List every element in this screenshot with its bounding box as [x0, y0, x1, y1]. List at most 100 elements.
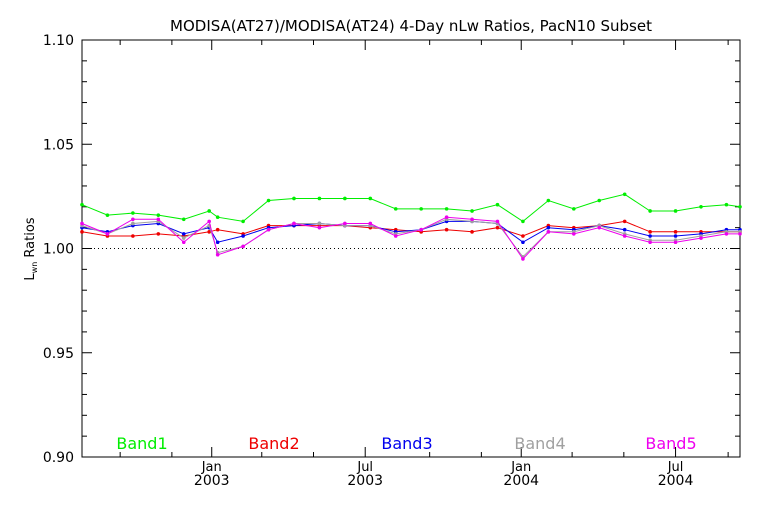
series-line-band3: [81, 220, 740, 243]
x-tick-label-year: 2004: [503, 473, 539, 489]
data-point-band1: [393, 207, 398, 211]
data-point-band3: [521, 240, 525, 245]
data-point-band2: [444, 227, 449, 232]
data-point-band5: [572, 232, 576, 236]
data-point-band5: [241, 244, 245, 249]
data-point-band5: [215, 252, 220, 257]
data-point-band1: [181, 217, 186, 222]
x-tick-label-month: Jan: [201, 460, 222, 475]
data-point-band1: [292, 196, 296, 201]
data-point-band1: [738, 205, 742, 209]
y-axis-label-main: L: [23, 273, 38, 281]
y-axis-label: Lwn Ratios: [23, 217, 39, 280]
data-point-band1: [207, 209, 211, 213]
x-tick-label-year: 2003: [194, 473, 230, 489]
data-point-band5: [80, 221, 84, 226]
data-point-band1: [444, 207, 449, 211]
data-point-band5: [521, 257, 525, 261]
legend-label-band4: Band4: [514, 434, 565, 453]
x-tick-label-month: Jan: [510, 460, 531, 475]
data-point-band5: [368, 221, 373, 226]
data-point-band2: [673, 230, 678, 234]
data-point-band5: [495, 219, 500, 224]
data-point-band2: [521, 234, 525, 238]
data-point-band5: [699, 236, 703, 240]
data-point-band1: [495, 202, 500, 207]
data-point-band3: [673, 234, 678, 238]
data-point-band1: [470, 209, 474, 213]
y-tick-label: 0.90: [43, 450, 74, 466]
data-point-band1: [368, 196, 373, 201]
data-point-band1: [343, 196, 347, 201]
data-point-band2: [622, 219, 627, 224]
data-point-band5: [105, 232, 110, 236]
data-point-band2: [207, 230, 211, 234]
data-point-band1: [724, 202, 729, 207]
data-point-band3: [546, 225, 551, 230]
data-point-band5: [131, 217, 135, 222]
y-tick-label: 1.00: [43, 242, 74, 258]
data-point-band1: [673, 209, 678, 213]
chart-title: MODISA(AT27)/MODISA(AT24) 4-Day nLw Rati…: [170, 17, 652, 35]
data-point-band2: [215, 227, 220, 232]
data-point-band5: [738, 232, 742, 236]
data-point-band3: [181, 232, 186, 236]
data-point-band5: [597, 225, 602, 230]
x-tick-label-year: 2004: [658, 473, 694, 489]
data-point-band4: [317, 221, 322, 226]
data-point-band1: [648, 209, 652, 213]
data-point-band5: [470, 217, 474, 222]
data-point-band1: [546, 198, 551, 203]
x-tick-label-month: Jul: [356, 460, 373, 475]
data-point-band1: [105, 213, 110, 217]
data-point-band1: [266, 198, 271, 203]
data-point-band5: [393, 234, 398, 238]
data-point-band5: [648, 240, 652, 245]
data-point-band5: [207, 219, 211, 224]
data-point-band5: [444, 215, 449, 220]
data-point-band1: [215, 215, 220, 220]
data-point-band3: [215, 240, 220, 245]
data-point-band2: [80, 230, 84, 234]
data-point-band5: [673, 240, 678, 245]
y-axis-label-sub: wn: [30, 262, 39, 274]
legend-label-band5: Band5: [645, 434, 696, 453]
data-point-band1: [597, 198, 602, 203]
data-point-band1: [317, 196, 322, 201]
y-axis-label-rest: Ratios: [23, 217, 38, 262]
legend-label-band1: Band1: [116, 434, 167, 453]
data-point-band1: [521, 219, 525, 224]
data-point-band1: [156, 213, 161, 217]
data-point-band5: [546, 230, 551, 234]
data-point-band1: [572, 207, 576, 211]
data-point-band5: [317, 225, 322, 230]
data-point-band2: [470, 230, 474, 234]
plot-area: 0.900.951.001.051.10Jan2003Jul2003Jan200…: [43, 33, 742, 489]
series-line-band5: [81, 216, 740, 260]
x-tick-label-month: Jul: [667, 460, 684, 475]
data-point-band3: [241, 234, 245, 238]
data-point-band5: [343, 221, 347, 226]
series-line-band1: [81, 193, 741, 223]
x-tick-label-year: 2003: [347, 473, 383, 489]
data-point-band1: [241, 219, 245, 224]
data-point-band5: [622, 234, 627, 238]
data-point-band1: [419, 207, 423, 211]
data-point-band2: [156, 232, 161, 236]
y-tick-label: 0.95: [43, 346, 74, 362]
data-point-band5: [181, 240, 186, 245]
data-point-band1: [622, 192, 627, 197]
legend-label-band2: Band2: [248, 434, 299, 453]
data-point-band1: [699, 205, 703, 209]
data-point-band3: [622, 227, 627, 232]
y-tick-label: 1.05: [43, 137, 74, 153]
data-point-band5: [292, 221, 296, 226]
data-point-band5: [266, 227, 271, 232]
data-point-band2: [648, 230, 652, 234]
y-tick-label: 1.10: [43, 33, 74, 49]
data-point-band3: [648, 234, 652, 238]
data-point-band5: [724, 232, 729, 236]
data-point-band1: [131, 211, 135, 215]
